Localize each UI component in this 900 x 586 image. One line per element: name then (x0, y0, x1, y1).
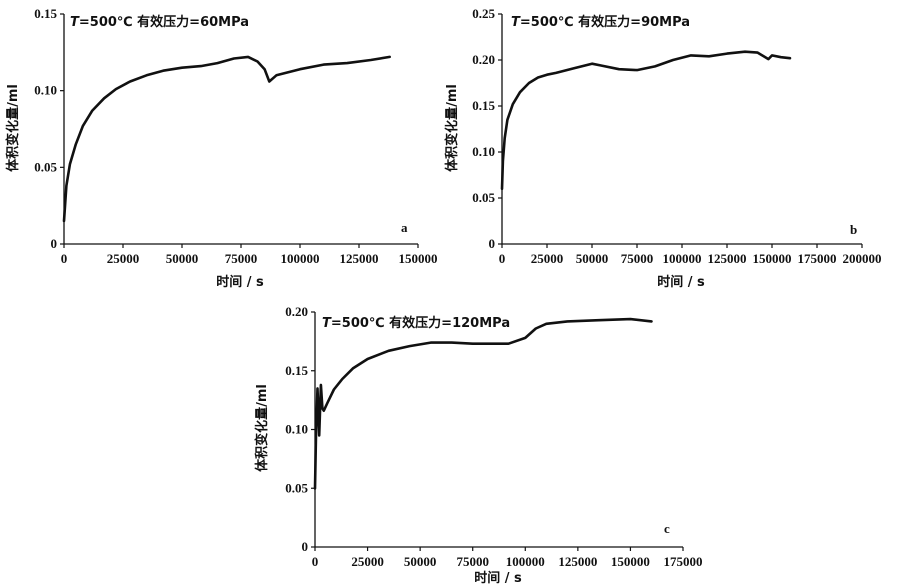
panel-b-y-ticks: 0 0.05 0.10 0.15 0.20 0.25 (472, 6, 502, 251)
panel-c-x-label: 时间 / s (474, 570, 522, 586)
panel-c-y-tick-label: 0.15 (285, 363, 308, 378)
panel-a-y-ticks: 0 0.05 0.10 0.15 (34, 6, 64, 251)
panel-b-y-tick-label: 0.05 (472, 190, 495, 205)
panel-c-annotation: T=500℃ 有效压力=120MPa (322, 315, 510, 331)
chart-panel-b: 0 25000 50000 75000 100000 125000 150000 175000… (444, 6, 882, 290)
panel-a-x-tick-label: 125000 (340, 251, 379, 266)
panel-a-axes (63, 14, 418, 245)
panel-b-annotation: T=500℃ 有效压力=90MPa (511, 14, 690, 30)
panel-a-letter: a (401, 220, 408, 235)
panel-b-x-tick-label: 75000 (621, 251, 654, 266)
panel-a-x-tick-label: 0 (61, 251, 68, 266)
panel-b-x-tick-label: 100000 (663, 251, 702, 266)
panel-c-x-tick-label: 50000 (404, 554, 437, 569)
panel-c-x-ticks: 0 25000 50000 75000 100000 125000 150000 175000 (312, 547, 703, 569)
panel-c-y-ticks: 0 0.05 0.10 0.15 0.20 (285, 304, 315, 554)
panel-b-y-tick-label: 0.15 (472, 98, 495, 113)
panel-b-x-label: 时间 / s (657, 274, 705, 290)
panel-b-y-tick-label: 0.10 (472, 144, 495, 159)
panel-c-y-tick-label: 0.10 (285, 422, 308, 437)
panel-b-y-tick-label: 0.25 (472, 6, 495, 21)
panel-c-x-tick-label: 25000 (351, 554, 384, 569)
panel-a-y-tick-label: 0.05 (34, 159, 57, 174)
panel-a-x-label: 时间 / s (216, 274, 264, 290)
panel-b-x-ticks: 0 25000 50000 75000 100000 125000 150000 175000… (499, 244, 882, 266)
panel-c-x-tick-label: 150000 (611, 554, 650, 569)
panel-a-y-label: 体积变化量/ml (5, 84, 21, 172)
panel-b-x-tick-label: 25000 (531, 251, 564, 266)
panel-a-x-ticks: 0 25000 50000 75000 100000 125000 150000 (61, 244, 438, 266)
panel-c-y-tick-label: 0 (302, 539, 309, 554)
panel-b-y-tick-label: 0 (489, 236, 496, 251)
panel-c-series-line (313, 317, 653, 490)
chart-panel-c: 0 25000 50000 75000 100000 125000 150000 175000… (254, 304, 703, 586)
panel-a-series-line (62, 55, 391, 223)
panel-c-y-tick-label: 0.05 (285, 480, 308, 495)
panel-a-x-tick-label: 100000 (281, 251, 320, 266)
panel-a-x-tick-label: 150000 (399, 251, 438, 266)
panel-c-axes (314, 312, 683, 548)
panel-c-letter: c (664, 521, 670, 536)
panel-a-annotation: T=500℃ 有效压力=60MPa (70, 14, 249, 30)
panel-a-x-tick-label: 50000 (166, 251, 199, 266)
panel-c-y-label: 体积变化量/ml (254, 384, 270, 472)
panel-b-x-tick-label: 175000 (798, 251, 837, 266)
panel-a-y-tick-label: 0.10 (34, 83, 57, 98)
chart-panel-a: 0 25000 50000 75000 100000 125000 150000 0 0.05… (5, 6, 438, 290)
panel-a-y-tick-label: 0 (51, 236, 58, 251)
panel-c-x-tick-label: 100000 (506, 554, 545, 569)
panel-b-y-tick-label: 0.20 (472, 52, 495, 67)
panel-b-x-tick-label: 200000 (843, 251, 882, 266)
panel-b-x-tick-label: 50000 (576, 251, 609, 266)
panel-b-x-tick-label: 125000 (708, 251, 747, 266)
panel-b-axes (501, 14, 862, 245)
panel-c-x-tick-label: 75000 (456, 554, 489, 569)
panel-b-x-tick-label: 150000 (753, 251, 792, 266)
panel-a-x-tick-label: 75000 (225, 251, 258, 266)
panel-a-y-tick-label: 0.15 (34, 6, 57, 21)
panel-c-y-tick-label: 0.20 (285, 304, 308, 319)
panel-c-x-tick-label: 0 (312, 554, 319, 569)
panel-c-x-tick-label: 125000 (558, 554, 597, 569)
panel-a-x-tick-label: 25000 (107, 251, 140, 266)
panel-b-y-label: 体积变化量/ml (444, 84, 460, 172)
panel-c-x-tick-label: 175000 (664, 554, 703, 569)
panel-b-letter: b (850, 222, 857, 237)
panel-b-series-line (500, 50, 792, 191)
panel-b-x-tick-label: 0 (499, 251, 506, 266)
